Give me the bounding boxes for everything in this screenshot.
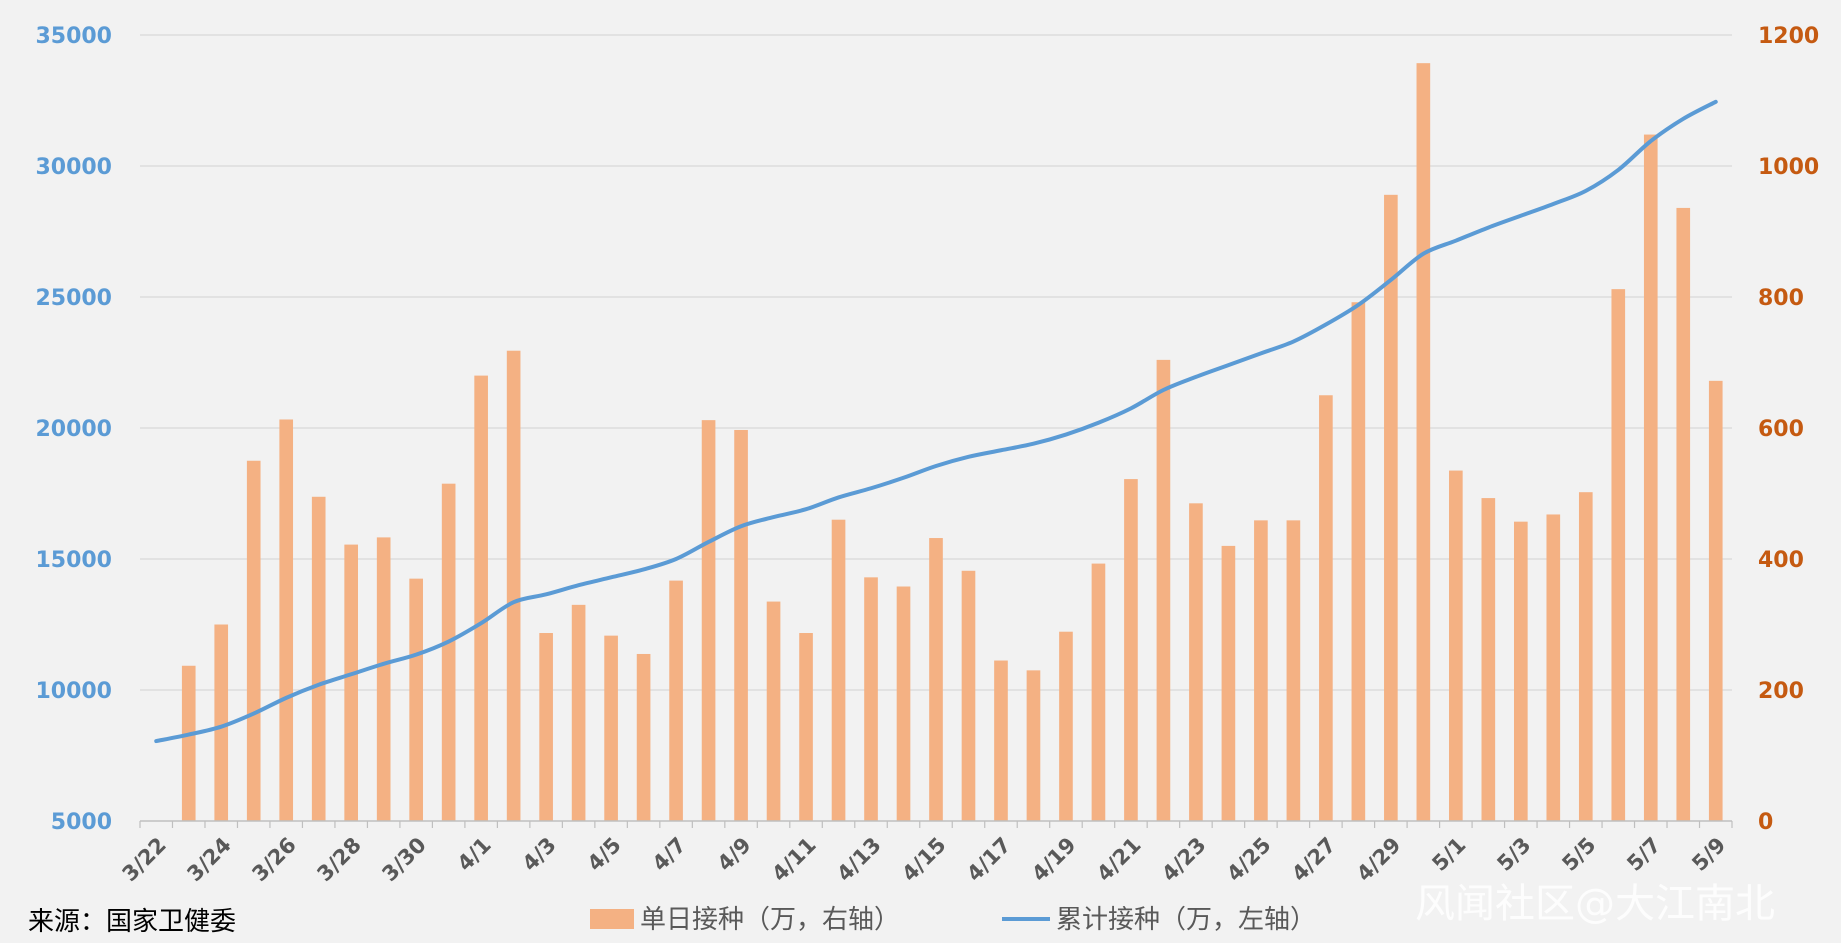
bar-4/13 [864, 577, 878, 821]
bar-3/26 [279, 419, 294, 821]
right-tick-label: 0 [1758, 810, 1773, 835]
bar-5/2 [1481, 498, 1496, 821]
bar-5/5 [1578, 492, 1593, 821]
bar-3/24 [214, 624, 229, 821]
bar-5/3 [1513, 521, 1528, 821]
bar-5/9 [1708, 380, 1723, 821]
bar-4/24 [1221, 545, 1236, 821]
left-tick-label: 20000 [35, 417, 112, 442]
bar-4/6 [636, 653, 651, 821]
bar-4/15 [929, 538, 943, 821]
legend-bar-swatch [590, 909, 634, 929]
bar-4/14 [896, 586, 911, 821]
right-tick-label: 800 [1758, 286, 1804, 311]
axes [139, 820, 1733, 828]
bar-4/11 [799, 633, 813, 821]
legend-bar-label: 单日接种（万，右轴） [640, 905, 900, 935]
bar-4/18 [1026, 670, 1041, 821]
bar-4/12 [831, 519, 846, 821]
bar-4/17 [994, 660, 1008, 821]
right-tick-label: 600 [1758, 417, 1804, 442]
bar-4/7 [669, 580, 683, 821]
bar-3/31 [441, 483, 456, 821]
bar-4/26 [1286, 520, 1301, 821]
legend-line-label: 累计接种（万，左轴） [1056, 905, 1316, 935]
bar-3/28 [344, 544, 359, 821]
bar-3/29 [376, 537, 391, 821]
cumulative-line [154, 99, 1718, 744]
bar-4/29 [1384, 194, 1398, 821]
bar-5/1 [1449, 470, 1463, 821]
right-tick-label: 200 [1758, 679, 1804, 704]
left-tick-label: 5000 [51, 810, 112, 835]
bar-4/10 [766, 601, 781, 821]
right-tick-label: 1000 [1758, 155, 1819, 180]
left-tick-label: 30000 [35, 155, 112, 180]
left-axis-ticks: 5000 10000 15000 20000 25000 30000 35000 [35, 24, 112, 835]
legend: 单日接种（万，右轴） 累计接种（万，左轴） [590, 905, 1316, 935]
bar-4/23 [1189, 503, 1203, 821]
bar-4/16 [961, 570, 976, 821]
left-tick-label: 15000 [35, 548, 112, 573]
bar-4/28 [1351, 302, 1366, 821]
bar-4/22 [1156, 359, 1171, 821]
bar-4/19 [1059, 631, 1073, 821]
bar-3/30 [409, 578, 423, 821]
bar-4/2 [506, 350, 521, 821]
watermark: 风闻社区@大江南北 [1415, 881, 1775, 927]
right-axis-ticks: 0 200 400 600 800 1000 1200 [1758, 24, 1819, 835]
bar-4/8 [701, 420, 716, 821]
bar-4/9 [734, 429, 748, 821]
bar-4/3 [539, 633, 553, 821]
cumulative-line-group [154, 99, 1718, 744]
right-tick-label: 1200 [1758, 24, 1819, 49]
right-tick-label: 400 [1758, 548, 1804, 573]
bar-5/8 [1676, 207, 1691, 822]
bar-5/6 [1611, 289, 1626, 821]
source-note: 来源：国家卫健委 [28, 907, 236, 937]
bar-4/4 [571, 604, 586, 821]
bar-4/5 [604, 635, 618, 821]
bar-3/27 [311, 496, 326, 821]
left-tick-label: 35000 [35, 24, 112, 49]
left-tick-label: 25000 [35, 286, 112, 311]
bar-4/27 [1319, 395, 1333, 821]
bar-5/7 [1643, 134, 1658, 821]
bar-4/25 [1254, 520, 1268, 821]
bar-4/21 [1124, 479, 1138, 821]
bar-4/1 [474, 375, 488, 821]
bar-3/25 [246, 460, 261, 821]
bar-3/23 [181, 665, 196, 821]
left-tick-label: 10000 [35, 679, 112, 704]
bar-4/30 [1416, 63, 1431, 822]
bar-5/4 [1546, 514, 1561, 821]
bar-4/20 [1091, 563, 1106, 821]
